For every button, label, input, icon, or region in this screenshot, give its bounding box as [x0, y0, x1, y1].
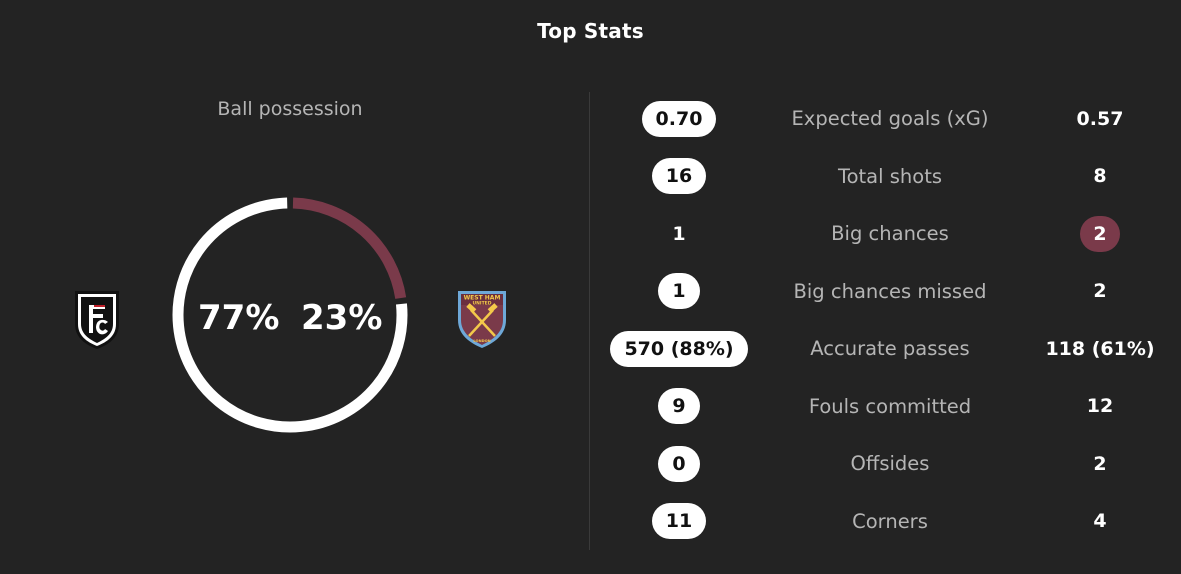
stat-row: 11 Corners 4 — [600, 493, 1181, 551]
stat-home-cell: 1 — [600, 205, 758, 263]
stat-label-cell: Fouls committed — [768, 378, 1012, 436]
stat-away-cell: 2 — [1020, 205, 1180, 263]
possession-label: Ball possession — [217, 98, 363, 120]
stat-home-value: 1 — [658, 273, 700, 310]
stat-label-cell: Corners — [768, 493, 1012, 551]
stat-label-cell: Total shots — [768, 148, 1012, 206]
stat-home-cell: 0.70 — [600, 90, 758, 148]
possession-away-percent: 23% — [301, 298, 383, 338]
stat-home-cell: 9 — [600, 378, 758, 436]
stat-home-value: 11 — [651, 503, 707, 540]
stat-label-cell: Big chances missed — [768, 263, 1012, 321]
stat-away-cell: 4 — [1020, 493, 1180, 551]
stat-label: Big chances — [831, 222, 949, 246]
stat-away-cell: 2 — [1020, 435, 1180, 493]
stat-row: 0 Offsides 2 — [600, 435, 1181, 493]
stat-away-value: 4 — [1093, 510, 1107, 533]
stat-away-value: 118 (61%) — [1045, 337, 1155, 360]
possession-home-percent: 77% — [198, 298, 280, 338]
stat-label: Corners — [852, 509, 928, 533]
stat-away-value: 2 — [1093, 452, 1107, 475]
stat-home-value: 0 — [658, 445, 700, 482]
stat-label-cell: Big chances — [768, 205, 1012, 263]
svg-text:UNITED: UNITED — [473, 301, 492, 307]
stat-row: 1 Big chances 2 — [600, 205, 1181, 263]
possession-ring — [172, 197, 408, 433]
stat-row: 570 (88%) Accurate passes 118 (61%) — [600, 320, 1181, 378]
stat-row: 1 Big chances missed 2 — [600, 263, 1181, 321]
stat-home-cell: 1 — [600, 263, 758, 321]
stat-away-value: 8 — [1093, 165, 1107, 188]
stats-table: 0.70 Expected goals (xG) 0.57 16 Total shots… — [600, 90, 1181, 550]
west-ham-crest-icon: WEST HAM UNITED LONDON — [452, 288, 512, 350]
svg-text:WEST HAM: WEST HAM — [464, 295, 501, 302]
stat-away-cell: 118 (61%) — [1020, 320, 1180, 378]
stat-label: Expected goals (xG) — [791, 107, 989, 131]
column-divider — [589, 92, 590, 550]
fulham-crest-icon — [72, 288, 122, 350]
stat-home-cell: 570 (88%) — [600, 320, 758, 378]
stat-home-cell: 16 — [600, 148, 758, 206]
stat-away-value: 12 — [1086, 395, 1114, 418]
stat-away-cell: 0.57 — [1020, 90, 1180, 148]
stat-row: 0.70 Expected goals (xG) 0.57 — [600, 90, 1181, 148]
stat-label-cell: Offsides — [768, 435, 1012, 493]
stat-home-value: 16 — [651, 158, 707, 195]
stat-away-value: 2 — [1093, 280, 1107, 303]
stat-away-value: 2 — [1080, 215, 1120, 252]
stat-home-value: 0.70 — [641, 100, 717, 137]
stat-label: Big chances missed — [793, 279, 987, 303]
stat-home-cell: 0 — [600, 435, 758, 493]
stat-label: Fouls committed — [808, 394, 972, 418]
stat-away-cell: 8 — [1020, 148, 1180, 206]
stat-row: 16 Total shots 8 — [600, 148, 1181, 206]
stat-row: 9 Fouls committed 12 — [600, 378, 1181, 436]
stat-home-value: 9 — [658, 388, 700, 425]
section-title: Top Stats — [537, 19, 644, 43]
stat-away-cell: 12 — [1020, 378, 1180, 436]
stat-label: Accurate passes — [810, 337, 970, 361]
possession-away-arc — [172, 197, 408, 433]
stat-label-cell: Accurate passes — [768, 320, 1012, 378]
stat-label: Offsides — [850, 452, 930, 476]
stat-home-cell: 11 — [600, 493, 758, 551]
stat-away-cell: 2 — [1020, 263, 1180, 321]
svg-text:LONDON: LONDON — [473, 339, 490, 343]
stat-label-cell: Expected goals (xG) — [768, 90, 1012, 148]
stat-away-value: 0.57 — [1076, 107, 1124, 130]
stat-label: Total shots — [838, 164, 942, 188]
stat-home-value: 570 (88%) — [610, 330, 748, 367]
stat-home-value: 1 — [672, 222, 686, 245]
